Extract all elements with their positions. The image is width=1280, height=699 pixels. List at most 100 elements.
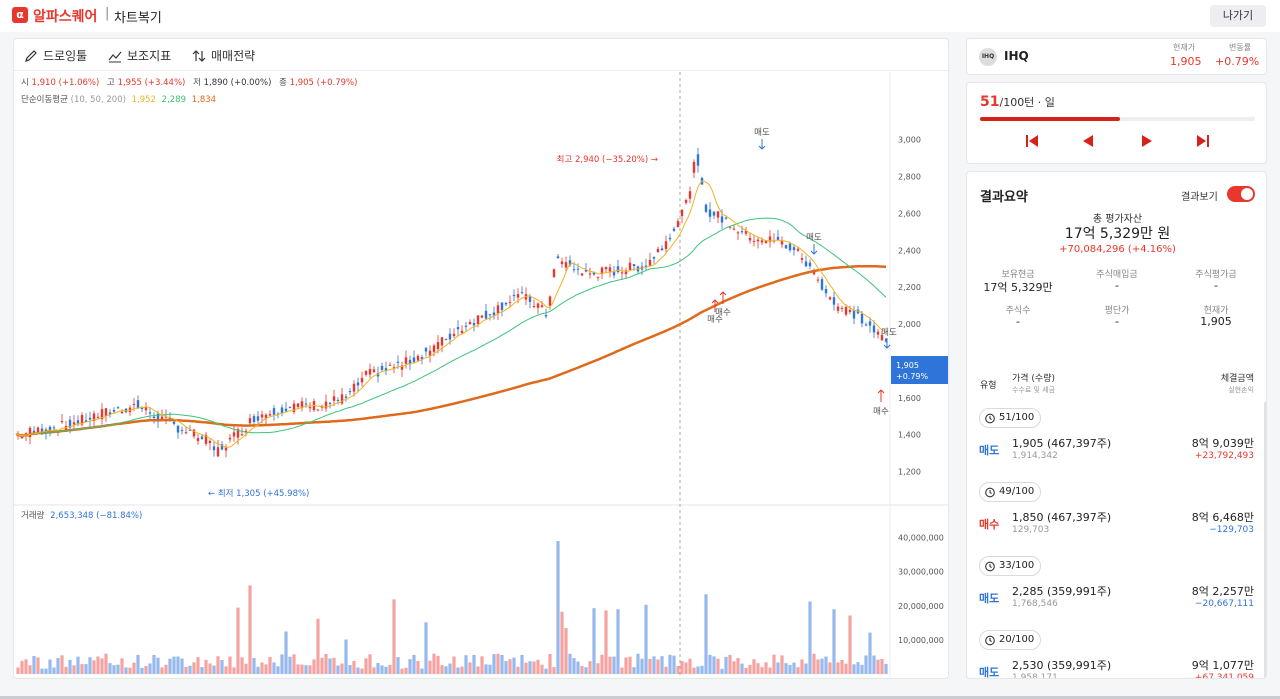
candle-body — [668, 237, 672, 240]
volume-bar — [140, 667, 144, 674]
volume-bar — [780, 655, 784, 674]
volume-bar — [712, 656, 716, 674]
skip-to-end-icon[interactable] — [1195, 133, 1211, 149]
indicator-label: 보조지표 — [127, 49, 172, 63]
candle-body — [68, 419, 72, 428]
volume-bar — [352, 660, 356, 674]
candle-body — [220, 444, 224, 450]
skip-to-start-icon[interactable] — [1024, 133, 1040, 149]
candle-body — [192, 429, 196, 437]
sell-marker-label: 매도 — [754, 128, 770, 138]
candle-body — [348, 391, 352, 393]
trade-list-scrollbar[interactable] — [1264, 402, 1266, 678]
volume-bar — [388, 664, 392, 674]
strategy-button[interactable]: 매매전략 — [192, 47, 255, 64]
trade-turn: 51/100 — [999, 412, 1035, 423]
candle-body — [544, 315, 548, 317]
price-tick-label: 1,600 — [898, 394, 921, 403]
sell-arrow-icon-2 — [810, 244, 818, 255]
shares-value: - — [1016, 315, 1020, 328]
exit-button[interactable]: 나가기 — [1210, 5, 1266, 27]
candle-body — [496, 305, 500, 314]
volume-bar — [848, 615, 852, 674]
volume-bar — [296, 664, 300, 674]
candle-body — [384, 368, 388, 371]
candle-body — [72, 422, 76, 425]
sell-marker-label-2: 매도 — [806, 233, 822, 243]
volume-bar — [260, 662, 264, 674]
indicator-button[interactable]: 보조지표 — [108, 47, 171, 64]
volume-bar — [184, 666, 188, 674]
volume-bar — [380, 665, 384, 674]
turn-rest: /100턴 · 일 — [999, 96, 1055, 109]
candle-body — [144, 406, 148, 411]
candle-body — [376, 373, 380, 377]
price-chart[interactable]: 3,0002,8002,6002,4002,2002,0001,8001,600… — [14, 72, 948, 678]
candle-body — [236, 429, 240, 438]
candle-body — [684, 200, 688, 203]
volume-bar — [748, 664, 752, 674]
trade-type: 매도 — [979, 592, 1000, 605]
candle-body — [852, 310, 856, 319]
previous-turn-icon[interactable] — [1080, 133, 1096, 149]
volume-bar — [484, 664, 488, 674]
volume-bar — [132, 662, 136, 674]
volume-bar — [808, 601, 812, 674]
volume-bar — [684, 662, 688, 674]
volume-bar — [796, 667, 800, 674]
trade-turn: 20/100 — [999, 634, 1035, 645]
candle-body — [436, 342, 440, 350]
max-price-annotation: 최고 2,940 (−35.20%) → — [557, 154, 658, 165]
volume-bar — [436, 655, 440, 674]
volume-bar — [508, 659, 512, 674]
volume-bar — [420, 668, 424, 674]
volume-bar — [248, 585, 252, 674]
candle-body — [392, 367, 396, 369]
candle-body — [272, 408, 276, 415]
candle-body — [692, 161, 696, 173]
volume-bar — [240, 657, 244, 674]
title-separator: | — [105, 6, 110, 21]
candle-body — [332, 396, 336, 401]
volume-bar — [844, 663, 848, 674]
drawing-tool-button[interactable]: 드로잉툴 — [24, 47, 87, 64]
candle-body — [884, 339, 888, 342]
volume-bar — [112, 665, 116, 674]
result-toggle[interactable] — [1227, 186, 1255, 202]
volume-bar — [724, 656, 728, 674]
candle-body — [776, 236, 780, 241]
volume-bar — [316, 618, 320, 674]
timer-icon — [985, 413, 995, 424]
trade-turn-chip: 49/100 — [979, 482, 1042, 502]
candle-body — [580, 273, 584, 276]
cash-label: 보유현금 — [1001, 270, 1035, 280]
volume-bar — [824, 656, 828, 674]
volume-bar — [620, 667, 624, 674]
candle-body — [432, 345, 436, 352]
candle-body — [28, 427, 32, 438]
trade-type: 매도 — [979, 666, 1000, 679]
candle-body — [764, 240, 768, 244]
volume-bar — [524, 662, 528, 674]
candle-body — [848, 309, 852, 312]
candle-body — [300, 401, 304, 408]
candle-body — [444, 339, 448, 341]
volume-bars — [16, 541, 888, 674]
candle-body — [716, 211, 720, 218]
candle-body — [588, 273, 592, 275]
trade-turn-chip: 33/100 — [979, 556, 1042, 576]
buy-marker-label-2: 매수 — [715, 308, 731, 318]
candle-body — [296, 403, 300, 407]
turn-progress-bar — [980, 117, 1255, 121]
candle-body — [564, 262, 568, 268]
candle-body — [712, 211, 716, 216]
volume-bar — [664, 666, 668, 674]
volume-bar — [756, 663, 760, 674]
timer-icon — [985, 561, 995, 572]
candle-body — [284, 408, 288, 412]
total-asset-label: 총 평가자산 — [1092, 214, 1143, 225]
volume-bar — [100, 658, 104, 674]
next-turn-icon[interactable] — [1139, 133, 1155, 149]
candle-body — [804, 261, 808, 267]
candle-body — [608, 267, 612, 273]
